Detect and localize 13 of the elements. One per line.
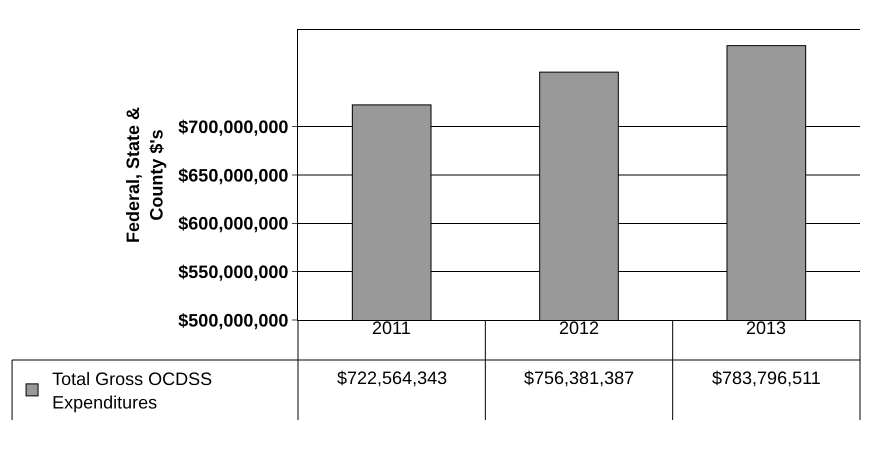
y-tick-label: $600,000,000 bbox=[178, 214, 288, 234]
data-label: $783,796,511 bbox=[712, 368, 821, 388]
y-axis-title: Federal, State & County $'s bbox=[123, 106, 166, 244]
y-tick-label: $550,000,000 bbox=[178, 262, 288, 282]
x-tick-label: 2013 bbox=[746, 318, 786, 338]
data-label: $756,381,387 bbox=[524, 368, 634, 388]
x-tick-label: 2012 bbox=[559, 318, 600, 338]
y-tick-label: $700,000,000 bbox=[178, 116, 288, 137]
y-tick-label: $500,000,000 bbox=[178, 310, 288, 330]
legend-label: Total Gross OCDSS Expenditures bbox=[52, 369, 212, 413]
y-tick-label: $650,000,000 bbox=[178, 165, 288, 186]
x-tick-label: 2011 bbox=[372, 318, 411, 338]
data-label: $722,564,343 bbox=[337, 368, 448, 388]
